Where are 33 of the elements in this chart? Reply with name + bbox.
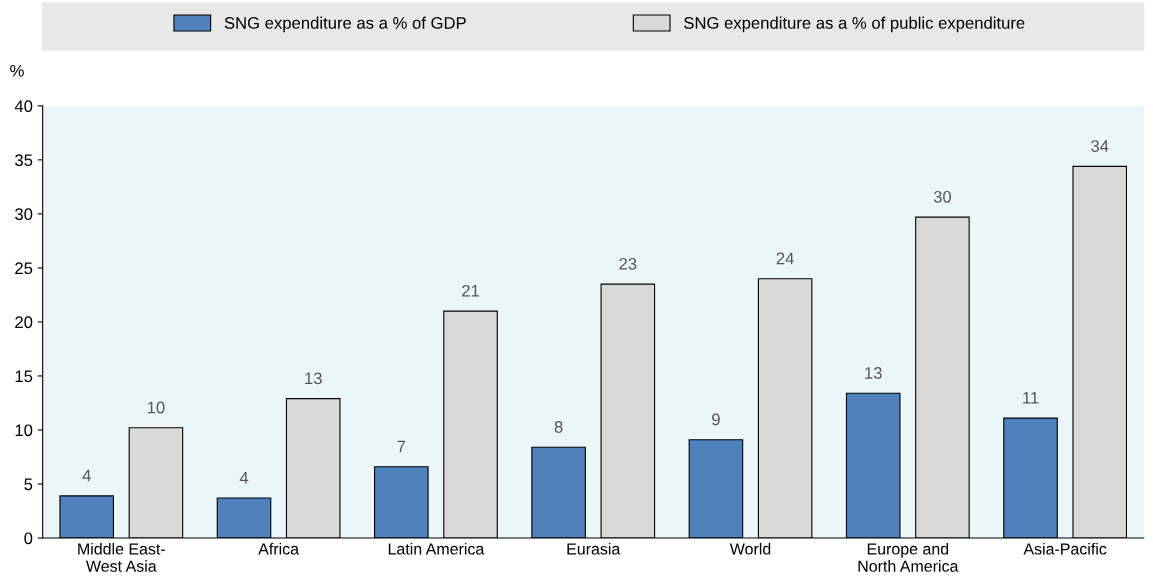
- y-tick-label: 40: [14, 100, 33, 113]
- y-tick-label: 15: [15, 370, 33, 383]
- data-label: 34: [1091, 140, 1109, 152]
- x-tick-label: World: [729, 542, 771, 555]
- data-label: 23: [619, 257, 637, 270]
- data-label: 11: [1023, 392, 1039, 404]
- y-tick-label: 0: [24, 532, 33, 545]
- data-label: 9: [712, 413, 720, 426]
- x-tick-label: Middle East- West Asia: [78, 542, 165, 572]
- data-label: 10: [147, 401, 165, 414]
- data-label: 13: [305, 372, 322, 385]
- data-label: 4: [239, 472, 249, 484]
- data-label: 8: [554, 421, 563, 433]
- legend-label: SNG expenditure as a % of public expenditure: [684, 16, 1025, 33]
- y-tick-label: 35: [15, 154, 33, 167]
- data-label: 7: [397, 440, 406, 453]
- x-tick-label: Africa: [258, 542, 300, 555]
- data-label: 4: [82, 469, 91, 482]
- data-label: 21: [462, 284, 479, 297]
- y-tick-label: 10: [15, 424, 33, 437]
- legend-label: SNG expenditure as a % of GDP: [224, 16, 466, 33]
- y-axis-title: %: [10, 64, 24, 77]
- y-tick-label: 30: [15, 208, 33, 221]
- data-label: 13: [865, 367, 882, 379]
- y-tick-label: 5: [24, 478, 33, 491]
- x-tick-label: Asia-Pacific: [1023, 542, 1107, 555]
- y-tick-label: 20: [15, 316, 33, 329]
- x-tick-label: Europe and North America: [858, 542, 959, 572]
- y-tick-label: 25: [15, 262, 33, 275]
- x-tick-label: Eurasia: [567, 542, 621, 555]
- data-label: 30: [933, 190, 952, 203]
- data-label: 24: [776, 252, 794, 265]
- x-tick-label: Latin America: [388, 542, 485, 555]
